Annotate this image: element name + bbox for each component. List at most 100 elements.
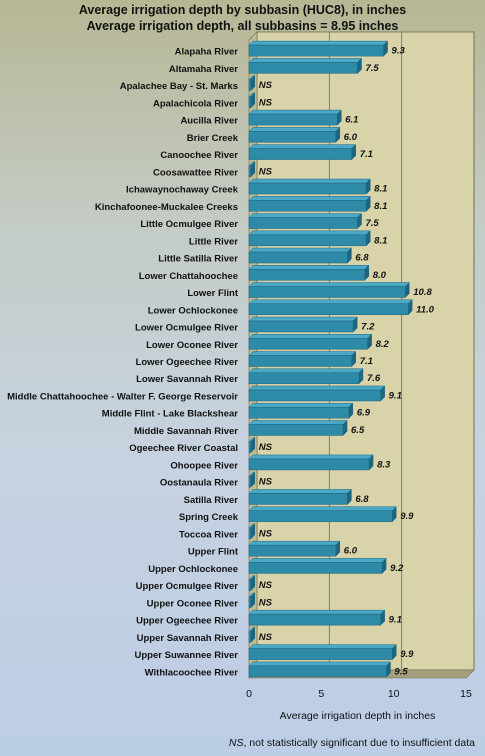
bar-value-label: 7.1 bbox=[360, 356, 373, 367]
category-label: Little Ocmulgee River bbox=[140, 219, 238, 230]
bar-value-label: 9.3 bbox=[392, 46, 406, 57]
bar bbox=[248, 338, 368, 350]
bar-top bbox=[248, 385, 386, 391]
bar bbox=[248, 165, 251, 178]
bar-top bbox=[248, 109, 342, 115]
bar bbox=[248, 648, 393, 660]
category-label: Ogeechee River Coastal bbox=[129, 443, 238, 454]
category-label: Ichawaynochaway Creek bbox=[126, 185, 239, 196]
bar-top bbox=[248, 661, 392, 667]
chart-title: Average irrigation depth by subbasin (HU… bbox=[78, 3, 407, 17]
category-label: Brier Creek bbox=[187, 133, 239, 144]
category-label: Little Satilla River bbox=[158, 254, 238, 265]
bar-value-label: NS bbox=[259, 580, 273, 591]
bar-top bbox=[248, 454, 374, 460]
bar-value-label: 9.1 bbox=[389, 615, 402, 626]
x-tick-label: 5 bbox=[318, 688, 324, 700]
bar-value-label: 8.1 bbox=[374, 184, 387, 195]
bar bbox=[248, 234, 367, 247]
bar-value-label: 7.5 bbox=[366, 63, 380, 74]
bar bbox=[248, 200, 367, 212]
category-label: Little River bbox=[189, 236, 238, 247]
bar-top bbox=[248, 506, 397, 511]
x-tick-label: 10 bbox=[388, 688, 400, 700]
category-label: Upper Oconee River bbox=[147, 598, 239, 609]
bar-value-label: NS bbox=[259, 442, 273, 453]
bar-value-label: 6.9 bbox=[357, 408, 371, 419]
category-label: Spring Creek bbox=[179, 512, 239, 523]
category-label: Lower Ochlockonee bbox=[148, 305, 238, 316]
bar bbox=[248, 148, 352, 160]
bar-value-label: NS bbox=[259, 528, 273, 539]
bar-value-label: 9.1 bbox=[389, 390, 402, 401]
category-label: Coosawattee River bbox=[153, 167, 238, 178]
bar bbox=[248, 424, 344, 436]
bar-value-label: NS bbox=[259, 477, 273, 488]
category-label: Canoochee River bbox=[160, 150, 238, 161]
bar bbox=[248, 79, 251, 91]
bar bbox=[248, 182, 367, 195]
category-label: Apalachee Bay - St. Marks bbox=[120, 81, 238, 92]
bar-top bbox=[248, 334, 373, 339]
chart-subtitle: Average irrigation depth, all subbasins … bbox=[86, 19, 399, 33]
category-label: Altamaha River bbox=[169, 64, 238, 75]
footnote-text: , not statistically significant due to i… bbox=[243, 737, 475, 749]
bar-top bbox=[248, 58, 363, 63]
bar-top bbox=[248, 299, 413, 305]
bar-top bbox=[248, 247, 352, 253]
bar-value-label: 9.5 bbox=[394, 666, 408, 677]
bar bbox=[248, 458, 370, 471]
bar-top bbox=[248, 144, 357, 149]
bar-top bbox=[248, 282, 410, 287]
category-label: Middle Chattahoochee - Walter F. George … bbox=[7, 391, 238, 402]
bar-value-label: 9.9 bbox=[400, 649, 414, 660]
x-tick-label: 15 bbox=[460, 688, 472, 700]
bar bbox=[248, 562, 383, 574]
category-label: Upper Flint bbox=[188, 547, 239, 558]
bar bbox=[248, 544, 337, 557]
bar-top bbox=[248, 265, 370, 270]
bar-value-label: 6.8 bbox=[355, 253, 369, 264]
bar-value-label: 7.2 bbox=[361, 322, 375, 333]
category-label: Lower Flint bbox=[187, 288, 239, 299]
bar-top bbox=[248, 196, 371, 201]
bar bbox=[248, 596, 251, 609]
bar-value-label: 8.1 bbox=[374, 235, 387, 246]
bar-value-label: NS bbox=[259, 632, 273, 643]
category-label: Withlacoochee River bbox=[145, 667, 239, 678]
bar bbox=[248, 613, 381, 626]
bar bbox=[248, 406, 350, 419]
bar-value-label: 9.9 bbox=[400, 511, 414, 522]
bar bbox=[248, 286, 406, 298]
bar-value-label: 10.8 bbox=[413, 287, 432, 298]
bar-top bbox=[248, 540, 341, 546]
bar-top bbox=[248, 609, 386, 615]
category-label: Alapaha River bbox=[175, 47, 239, 58]
bar-value-label: 8.3 bbox=[377, 459, 391, 470]
bar-value-label: 6.8 bbox=[355, 494, 369, 505]
category-label: Kinchafoonee-Muckalee Creeks bbox=[95, 202, 238, 213]
category-label: Lower Ogeechee River bbox=[136, 357, 239, 368]
category-label: Lower Savannah River bbox=[136, 374, 238, 385]
bar-value-label: 8.0 bbox=[373, 270, 387, 281]
bar bbox=[248, 475, 251, 488]
category-label: Upper Ogeechee River bbox=[136, 616, 238, 627]
bar-value-label: 8.1 bbox=[374, 201, 387, 212]
bar-top bbox=[248, 127, 341, 132]
bar-value-label: 6.1 bbox=[345, 115, 358, 126]
footnote: NS, not statistically significant due to… bbox=[0, 737, 485, 749]
bar-value-label: 7.6 bbox=[367, 373, 381, 384]
bar-value-label: 6.0 bbox=[344, 132, 358, 143]
bar-value-label: 7.5 bbox=[366, 218, 380, 229]
bar-value-label: NS bbox=[259, 597, 273, 608]
bar-value-label: 8.2 bbox=[376, 339, 390, 350]
bar bbox=[248, 510, 393, 522]
bar-top bbox=[248, 230, 371, 236]
bar-top bbox=[248, 644, 397, 649]
bar-top bbox=[248, 558, 387, 563]
category-label: Apalachicola River bbox=[153, 98, 238, 109]
bar bbox=[248, 441, 251, 453]
category-label: Lower Oconee River bbox=[146, 340, 238, 351]
bar bbox=[248, 527, 251, 540]
bar-value-label: 9.2 bbox=[390, 563, 404, 574]
